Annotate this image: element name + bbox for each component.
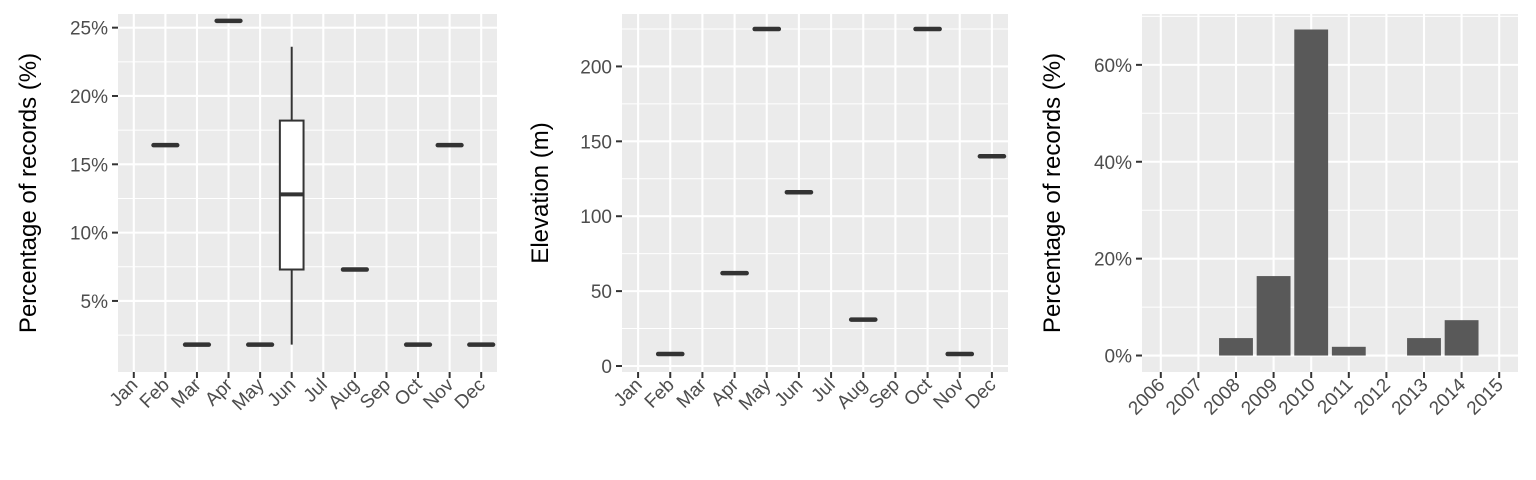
x-tick-label: 2007 (1162, 375, 1207, 420)
x-tick-label: Mar (167, 374, 205, 412)
year-percentage-barchart: 0%20%40%60%20062007200820092010201120122… (1039, 14, 1518, 419)
x-tick-label: May (228, 374, 269, 415)
x-tick-label: 2015 (1463, 375, 1508, 420)
panel-background (622, 14, 1008, 372)
panel-background (118, 14, 497, 372)
panel-background (1142, 14, 1518, 372)
y-tick-label: 40% (1094, 153, 1132, 174)
y-tick-label: 20% (1094, 250, 1132, 271)
x-tick-label: 2010 (1275, 375, 1320, 420)
x-tick-label: Oct (900, 374, 936, 410)
bar-2013 (1407, 338, 1441, 356)
y-tick-label: 10% (70, 224, 108, 245)
x-tick-label: Sep (865, 375, 904, 414)
y-axis-title: Percentage of records (%) (15, 53, 42, 333)
bar-2014 (1444, 320, 1479, 356)
bar-2008 (1219, 338, 1253, 356)
y-axis-title: Elevation (m) (527, 122, 554, 263)
y-tick-label: 5% (81, 292, 109, 313)
y-tick-label: 150 (580, 132, 612, 153)
y-tick-label: 15% (70, 155, 108, 176)
x-tick-label: Nov (419, 374, 458, 413)
x-tick-label: Jan (610, 375, 647, 412)
x-tick-label: Mar (673, 374, 711, 412)
box-jun (278, 46, 305, 345)
x-tick-label: Jun (771, 375, 808, 412)
x-tick-label: 2012 (1350, 375, 1395, 420)
x-tick-label: Oct (391, 374, 427, 410)
x-tick-label: 2013 (1388, 375, 1433, 420)
y-tick-label: 25% (70, 19, 108, 40)
x-tick-label: Dec (962, 375, 1001, 414)
y-tick-label: 50 (591, 282, 612, 303)
bar-2011 (1331, 346, 1366, 356)
x-tick-label: Jan (106, 375, 143, 412)
y-tick-label: 20% (70, 87, 108, 108)
y-tick-label: 0% (1105, 347, 1133, 368)
y-tick-label: 60% (1094, 56, 1132, 77)
x-tick-label: 2008 (1200, 375, 1245, 420)
y-tick-label: 200 (580, 57, 612, 78)
x-tick-label: Feb (136, 375, 174, 413)
x-tick-label: May (735, 374, 776, 415)
y-axis-title: Percentage of records (%) (1039, 53, 1066, 333)
x-tick-label: Jun (264, 375, 301, 412)
x-tick-label: Nov (930, 374, 969, 413)
x-tick-label: Apr (707, 374, 743, 410)
y-tick-label: 100 (580, 207, 612, 228)
x-tick-label: Jul (808, 375, 840, 407)
x-tick-label: 2006 (1125, 375, 1170, 420)
bar-2010 (1294, 29, 1329, 356)
bar-2009 (1256, 276, 1291, 356)
x-tick-label: 2014 (1425, 374, 1470, 419)
x-tick-label: Aug (325, 375, 364, 414)
x-tick-label: Dec (451, 375, 490, 414)
x-tick-label: Feb (641, 375, 679, 413)
x-tick-label: Aug (833, 375, 872, 414)
x-tick-label: 2009 (1237, 375, 1282, 420)
x-tick-label: 2011 (1314, 375, 1358, 419)
y-tick-label: 0 (601, 357, 612, 378)
x-tick-label: Sep (356, 375, 395, 414)
